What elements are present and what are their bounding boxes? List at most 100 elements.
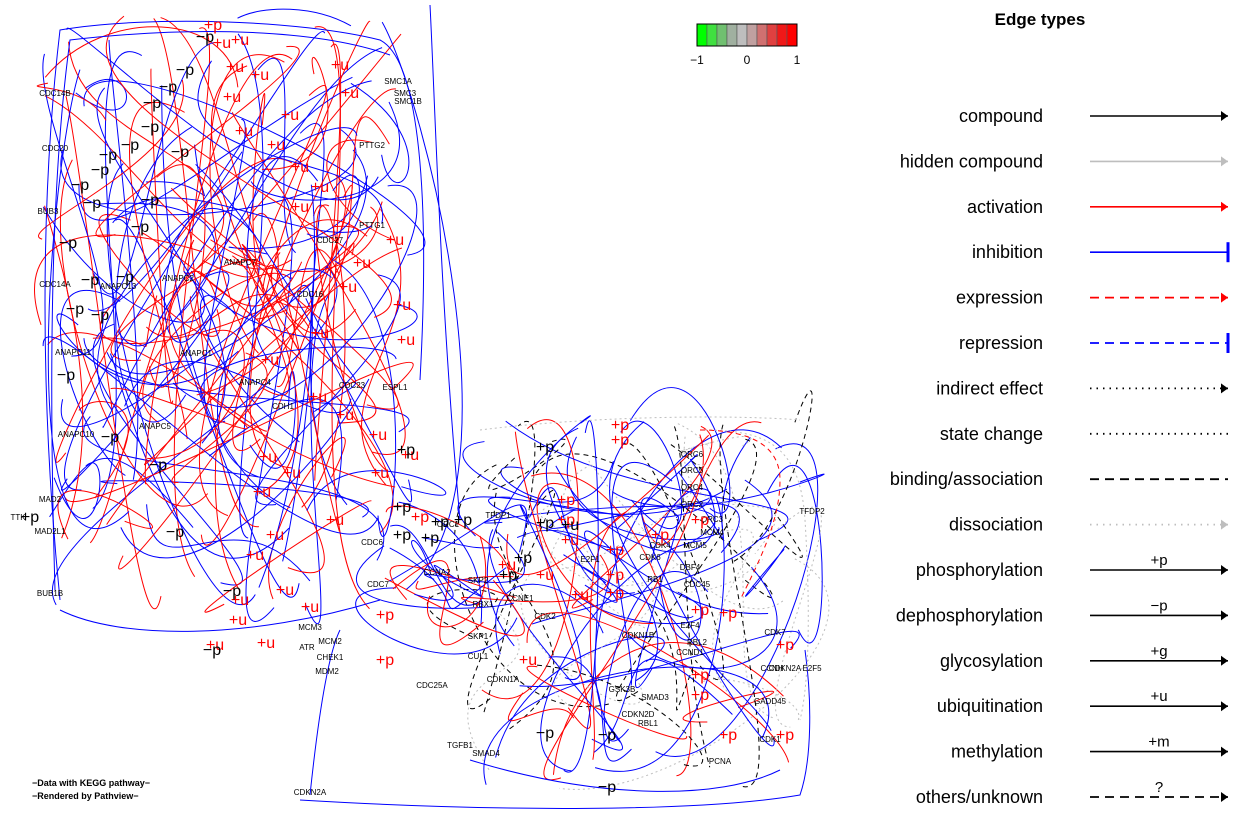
legend-item-label: activation: [967, 197, 1043, 217]
node-label: MCM3: [298, 623, 322, 632]
scale-cell: [726, 23, 738, 47]
pathway-edge: [89, 271, 218, 544]
scale-cell: [706, 23, 718, 47]
legend-mark: ?: [1155, 779, 1163, 796]
modification-label-red: +u: [257, 635, 275, 652]
node-label: TTK: [10, 513, 26, 522]
legend-item-label: repression: [959, 333, 1043, 353]
node-label: DBF4: [680, 563, 701, 572]
modification-label-black: +p: [454, 512, 472, 529]
pathway-edge: [594, 496, 725, 772]
legend-item: expression: [956, 288, 1228, 308]
pathway-edge: [469, 759, 781, 792]
modification-label-red: +u: [498, 557, 516, 574]
node-label: MAD2: [39, 495, 62, 504]
modification-label-black: −p: [91, 307, 109, 324]
node-label: ANAPC7: [224, 258, 257, 267]
pathway-edge: [60, 271, 230, 491]
pathway-edge: [424, 531, 525, 583]
footer-line-2: −Rendered by Pathview−: [32, 791, 139, 801]
node-label: ESPL1: [383, 383, 408, 392]
node-label: MDM2: [315, 667, 339, 676]
modification-label-red: +u: [281, 107, 299, 124]
modification-label-black: −p: [166, 524, 184, 541]
pathway-edge: [461, 554, 610, 606]
pathway-edge: [59, 599, 381, 632]
pathway-edge: [609, 421, 772, 731]
legend-item-label: compound: [959, 106, 1043, 126]
pathway-edge: [183, 33, 402, 275]
pathway-edge: [237, 8, 352, 27]
legend-item: indirect effect: [936, 378, 1228, 398]
modification-label-red: +u: [309, 389, 327, 406]
pathway-edge: [650, 488, 712, 564]
pathway-edge: [49, 458, 194, 528]
modification-label-red: +p: [691, 602, 709, 619]
pathway-edge: [355, 545, 515, 609]
pathway-edge: [55, 158, 293, 463]
pathway-edge: [505, 420, 789, 541]
modification-label-red: +u: [266, 527, 284, 544]
pathway-edge: [171, 352, 268, 483]
pathway-edge: [59, 159, 209, 507]
node-label: MAD2L1: [34, 527, 66, 536]
node-label: RBL1: [638, 719, 659, 728]
modification-label-red: +p: [719, 727, 737, 744]
pathway-edge: [276, 249, 340, 387]
node-label: RBL2: [687, 638, 708, 647]
node-label: E2F5: [802, 664, 822, 673]
pathway-edge: [124, 360, 352, 414]
pathway-edge: [200, 295, 300, 443]
scale-cell: [766, 23, 778, 47]
node-label: ORC2: [681, 500, 704, 509]
modification-label-red: +p: [376, 652, 394, 669]
pathway-edge: [75, 79, 128, 111]
node-label: SMC3: [394, 89, 417, 98]
legend-arrowhead: [1221, 383, 1228, 394]
node-label: E2F4: [680, 621, 700, 630]
node-label: CDK1: [759, 735, 781, 744]
modification-label-black: −p: [176, 62, 194, 79]
pathway-edge: [516, 529, 769, 614]
pathway-edge: [573, 590, 704, 625]
pathway-edge: [545, 427, 618, 603]
legend-arrowhead: [1221, 519, 1228, 530]
modification-label-black: −p: [121, 137, 139, 154]
node-label: CDC14B: [39, 89, 71, 98]
node-label: CDC6: [361, 538, 383, 547]
modification-label-red: +p: [557, 492, 575, 509]
scale-cell: [756, 23, 768, 47]
modification-label-black: −p: [223, 583, 241, 600]
pathway-edge: [44, 20, 425, 601]
pathway-edge: [429, 4, 461, 521]
legend-mark: +u: [1150, 688, 1167, 705]
pathway-edge: [589, 511, 626, 760]
legend-arrowhead: [1221, 565, 1228, 575]
node-label: PCNA: [709, 757, 732, 766]
pathway-edge: [774, 506, 822, 728]
node-label: PTTG2: [359, 141, 385, 150]
node-label: CCNA2: [423, 568, 451, 577]
pathway-edge: [414, 564, 482, 601]
pathway-edge: [210, 65, 290, 396]
modification-label-black: −p: [536, 725, 554, 742]
pathway-edge: [153, 18, 259, 528]
pathway-edge: [481, 419, 579, 700]
pathway-edge: [246, 156, 319, 369]
scale-tick-mid: 0: [744, 53, 751, 67]
pathway-edge: [142, 272, 291, 424]
node-label: CCNE1: [506, 594, 534, 603]
node-label: MCM2: [318, 637, 342, 646]
pathway-edge: [553, 528, 657, 707]
pathway-edge: [572, 425, 713, 609]
pathway-edge: [390, 524, 482, 606]
pathway-edge: [639, 421, 762, 546]
modification-label-black: −p: [203, 642, 221, 659]
modification-label-red: +u: [251, 67, 269, 84]
node-label: CCNH: [760, 664, 783, 673]
scale-cell: [736, 23, 748, 47]
node-label: MCM4: [700, 528, 724, 537]
legend-item-label: others/unknown: [916, 787, 1043, 807]
node-label: TFDP1: [485, 511, 511, 520]
node-label: CDC45: [684, 580, 711, 589]
